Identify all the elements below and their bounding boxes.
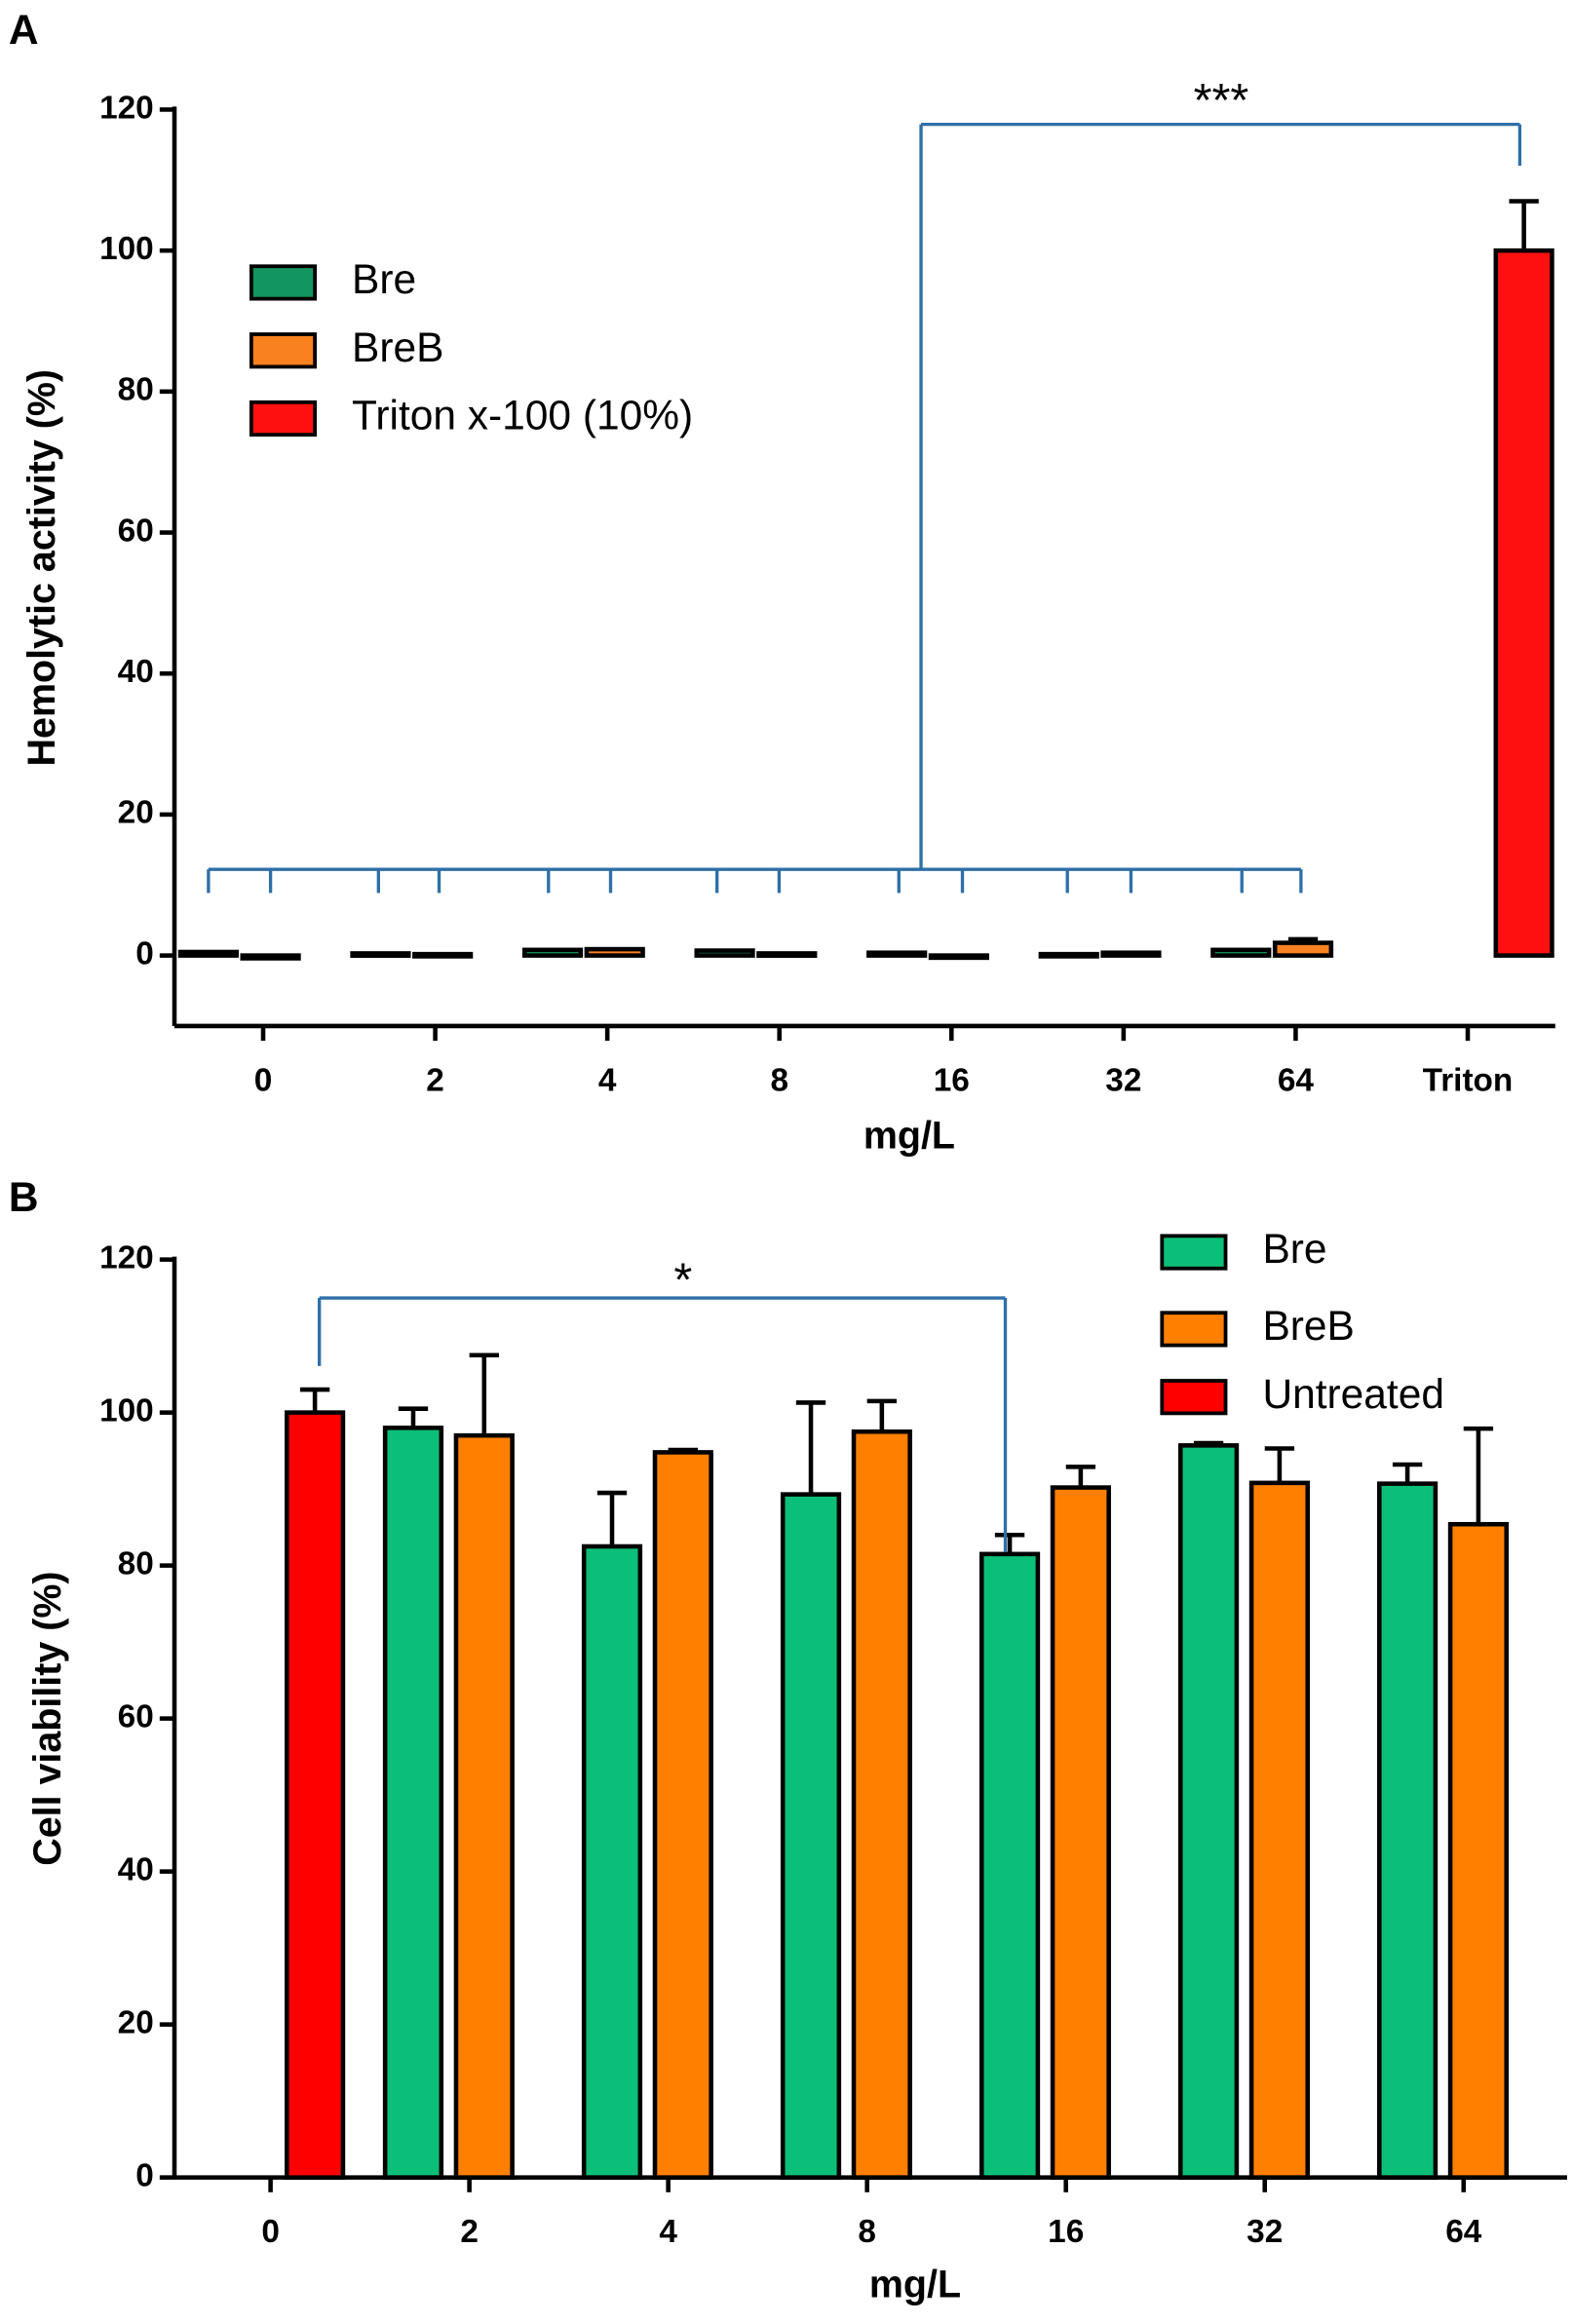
bar bbox=[866, 950, 928, 958]
legend-label: BreB bbox=[352, 324, 443, 370]
y-tick-label: 20 bbox=[118, 2004, 154, 2040]
bar bbox=[521, 947, 584, 958]
y-tick-label: 60 bbox=[118, 1698, 154, 1734]
x-axis-label: mg/L bbox=[863, 1115, 955, 1158]
bar bbox=[1210, 947, 1272, 958]
significance: * bbox=[673, 1254, 692, 1307]
bar bbox=[453, 1432, 515, 2180]
bar bbox=[177, 949, 239, 958]
bar bbox=[1377, 1481, 1439, 2180]
x-tick-label: 8 bbox=[770, 1062, 788, 1098]
legend-swatch bbox=[249, 264, 317, 301]
y-tick-label: 0 bbox=[135, 935, 154, 972]
bar bbox=[1100, 950, 1162, 958]
legend-swatch bbox=[1160, 1379, 1228, 1416]
y-tick-label: 0 bbox=[135, 2157, 154, 2193]
bar bbox=[350, 951, 411, 958]
legend-label: Bre bbox=[1262, 1226, 1326, 1272]
x-tick-label: 0 bbox=[254, 1062, 273, 1098]
bar bbox=[1248, 1480, 1310, 2180]
y-tick-label: 80 bbox=[118, 372, 154, 408]
legend-label: BreB bbox=[1262, 1303, 1354, 1349]
y-tick-label: 40 bbox=[118, 1851, 154, 1887]
bar bbox=[780, 1492, 842, 2180]
bar bbox=[1038, 951, 1099, 959]
x-tick-label: 2 bbox=[426, 1062, 444, 1098]
x-tick-label: 32 bbox=[1105, 1062, 1141, 1098]
bar bbox=[652, 1450, 713, 2180]
y-tick-label: 120 bbox=[99, 90, 154, 126]
x-tick-label: 8 bbox=[858, 2214, 876, 2250]
bar bbox=[694, 948, 755, 958]
x-tick-label: 64 bbox=[1445, 2214, 1482, 2250]
panel-label: A bbox=[9, 7, 39, 53]
x-axis-label: mg/L bbox=[869, 2263, 961, 2305]
bar bbox=[584, 946, 645, 958]
bar bbox=[1493, 248, 1554, 958]
panel-label: B bbox=[9, 1174, 39, 1220]
y-tick-label: 100 bbox=[99, 231, 154, 267]
y-tick-label: 20 bbox=[118, 795, 154, 831]
legend-label: Untreated bbox=[1262, 1371, 1444, 1417]
bar bbox=[1272, 940, 1334, 958]
y-axis-label: Hemolytic activity (%) bbox=[20, 369, 63, 766]
x-tick-label: 64 bbox=[1278, 1062, 1315, 1098]
bar bbox=[1447, 1521, 1510, 2180]
bar bbox=[756, 951, 818, 958]
y-tick-label: 100 bbox=[99, 1392, 154, 1429]
x-tick-label: 16 bbox=[934, 1062, 970, 1098]
legend-label: Triton x-100 (10%) bbox=[352, 393, 693, 438]
bar bbox=[978, 1551, 1041, 2180]
x-tick-label: 4 bbox=[659, 2214, 677, 2250]
y-axis-label: Cell viability (%) bbox=[26, 1571, 69, 1865]
y-tick-label: 120 bbox=[99, 1239, 154, 1276]
x-tick-label: 32 bbox=[1247, 2214, 1283, 2250]
bar bbox=[581, 1543, 643, 2180]
bar bbox=[285, 1410, 346, 2180]
x-tick-label: 4 bbox=[598, 1062, 617, 1098]
y-tick-label: 40 bbox=[118, 654, 154, 690]
bar bbox=[412, 951, 474, 959]
bar bbox=[1050, 1485, 1111, 2180]
bar bbox=[240, 953, 301, 961]
x-tick-label: 0 bbox=[261, 2214, 280, 2250]
y-tick-label: 60 bbox=[118, 513, 154, 549]
y-tick-label: 80 bbox=[118, 1545, 154, 1581]
x-tick-label: Triton bbox=[1423, 1062, 1514, 1098]
significance: *** bbox=[1194, 74, 1249, 127]
x-tick-label: 2 bbox=[460, 2214, 479, 2250]
bar bbox=[851, 1429, 912, 2180]
bar bbox=[1177, 1443, 1240, 2180]
x-tick-label: 16 bbox=[1048, 2214, 1084, 2250]
legend-swatch bbox=[249, 400, 317, 438]
legend-label: Bre bbox=[352, 256, 416, 302]
bar bbox=[928, 953, 989, 961]
legend-swatch bbox=[1160, 1234, 1228, 1271]
bar bbox=[382, 1426, 444, 2180]
legend-swatch bbox=[249, 332, 317, 369]
legend-swatch bbox=[1160, 1311, 1228, 1348]
